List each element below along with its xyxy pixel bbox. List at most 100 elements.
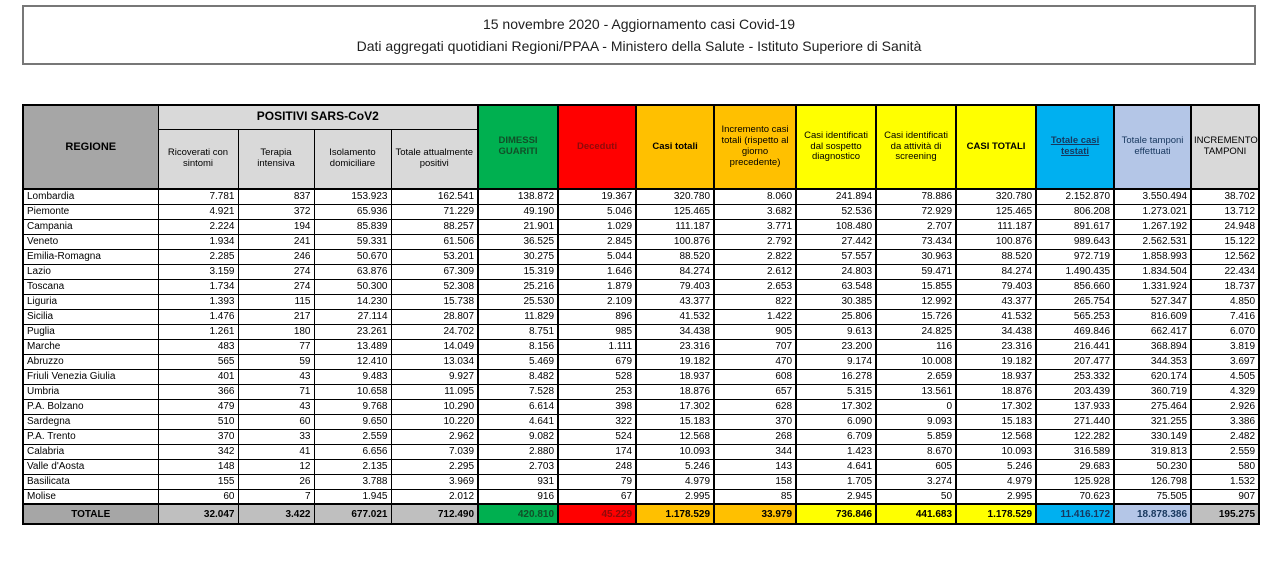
table-cell: 1.273.021	[1113, 203, 1192, 220]
table-cell: 67	[557, 488, 637, 505]
col-header-casi-totali: Casi totali	[635, 104, 715, 190]
table-cell: 2.995	[635, 488, 715, 505]
region-name: Veneto	[22, 233, 159, 250]
col-header-regione: REGIONE	[22, 104, 159, 190]
col-header-totale-casi-testati: Totale casi testati	[1035, 104, 1115, 190]
table-cell: 19.182	[955, 353, 1037, 370]
title-box: 15 novembre 2020 - Aggiornamento casi Co…	[22, 5, 1256, 65]
table-cell: 115	[237, 293, 315, 310]
table-cell: 100.876	[955, 233, 1037, 250]
table-cell: 275.464	[1113, 398, 1192, 415]
table-cell: 65.936	[313, 203, 392, 220]
table-cell: 13.561	[875, 383, 957, 400]
table-cell: 3.159	[157, 263, 239, 280]
table-cell: 41	[237, 443, 315, 460]
table-cell: 10.220	[390, 413, 479, 430]
table-row: Toscana 1.734 274 50.300 52.308 25.216 1.879 79…	[22, 278, 1260, 295]
table-cell: 2.707	[875, 218, 957, 235]
table-cell: 29.683	[1035, 458, 1115, 475]
table-cell: 9.082	[477, 428, 559, 445]
table-cell: 27.114	[313, 308, 392, 325]
table-cell: 85	[713, 488, 797, 505]
table-cell: 2.845	[557, 233, 637, 250]
table-cell: 3.771	[713, 218, 797, 235]
table-cell: 41.532	[955, 308, 1037, 325]
table-cell: 63.876	[313, 263, 392, 280]
table-cell: 6.614	[477, 398, 559, 415]
table-cell: 0	[875, 398, 957, 415]
table-cell: 268	[713, 428, 797, 445]
table-cell: 11.829	[477, 308, 559, 325]
table-row: Puglia 1.261 180 23.261 24.702 8.751 985 34.438…	[22, 323, 1260, 340]
table-cell: 7	[237, 488, 315, 505]
table-cell: 59	[237, 353, 315, 370]
table-cell: 1.705	[795, 473, 877, 490]
table-cell: 4.329	[1190, 383, 1260, 400]
col-header-incremento-tamponi: INCREMENTO TAMPONI	[1190, 104, 1260, 190]
table-cell: 1.423	[795, 443, 877, 460]
table-cell: 916	[477, 488, 559, 505]
table-cell: 27.442	[795, 233, 877, 250]
table-cell: 316.589	[1035, 443, 1115, 460]
table-cell: 4.641	[795, 458, 877, 475]
total-cell: 712.490	[390, 503, 479, 525]
table-cell: 1.945	[313, 488, 392, 505]
table-cell: 837	[237, 188, 315, 205]
table-cell: 2.703	[477, 458, 559, 475]
table-cell: 50.300	[313, 278, 392, 295]
table-cell: 7.781	[157, 188, 239, 205]
table-cell: 9.613	[795, 323, 877, 340]
table-cell: 59.331	[313, 233, 392, 250]
region-name: Lombardia	[22, 188, 159, 205]
table-cell: 3.819	[1190, 338, 1260, 355]
table-cell: 360.719	[1113, 383, 1192, 400]
table-cell: 1.476	[157, 308, 239, 325]
table-cell: 15.319	[477, 263, 559, 280]
table-cell: 628	[713, 398, 797, 415]
total-row: TOTALE 32.047 3.422 677.021 712.490 420.810 45…	[22, 503, 1260, 525]
col-header-ricoverati-con-sintomi: Ricoverati con sintomi	[157, 128, 239, 190]
table-cell: 24.803	[795, 263, 877, 280]
table-cell: 320.780	[955, 188, 1037, 205]
table-cell: 13.034	[390, 353, 479, 370]
table-cell: 138.872	[477, 188, 559, 205]
table-cell: 25.216	[477, 278, 559, 295]
table-cell: 907	[1190, 488, 1260, 505]
table-cell: 3.969	[390, 473, 479, 490]
table-row: Campania 2.224 194 85.839 88.257 21.901 1.029 1…	[22, 218, 1260, 235]
table-cell: 2.822	[713, 248, 797, 265]
table-cell: 2.880	[477, 443, 559, 460]
table-cell: 2.152.870	[1035, 188, 1115, 205]
table-cell: 3.697	[1190, 353, 1260, 370]
table-cell: 15.183	[635, 413, 715, 430]
table-cell: 15.738	[390, 293, 479, 310]
table-cell: 6.709	[795, 428, 877, 445]
region-name: Marche	[22, 338, 159, 355]
table-cell: 25.806	[795, 308, 877, 325]
table-cell: 265.754	[1035, 293, 1115, 310]
table-cell: 79.403	[635, 278, 715, 295]
col-header-incremento-casi-totali: Incremento casi totali (rispetto al gior…	[713, 104, 797, 190]
table-cell: 368.894	[1113, 338, 1192, 355]
table-cell: 6.070	[1190, 323, 1260, 340]
table-cell: 30.385	[795, 293, 877, 310]
table-cell: 2.659	[875, 368, 957, 385]
table-cell: 6.656	[313, 443, 392, 460]
table-cell: 59.471	[875, 263, 957, 280]
total-cell: 18.878.386	[1113, 503, 1192, 525]
table-cell: 43	[237, 368, 315, 385]
table-row: Abruzzo 565 59 12.410 13.034 5.469 679 19.182 47…	[22, 353, 1260, 370]
table-cell: 3.550.494	[1113, 188, 1192, 205]
table-cell: 8.751	[477, 323, 559, 340]
table-cell: 2.012	[390, 488, 479, 505]
table-cell: 3.274	[875, 473, 957, 490]
table-cell: 565.253	[1035, 308, 1115, 325]
table-cell: 137.933	[1035, 398, 1115, 415]
total-cell: 45.229	[557, 503, 637, 525]
table-cell: 9.174	[795, 353, 877, 370]
table-cell: 707	[713, 338, 797, 355]
total-cell: 441.683	[875, 503, 957, 525]
table-cell: 79.403	[955, 278, 1037, 295]
table-row: Basilicata 155 26 3.788 3.969 931 79 4.979 158 1.…	[22, 473, 1260, 490]
table-cell: 5.859	[875, 428, 957, 445]
